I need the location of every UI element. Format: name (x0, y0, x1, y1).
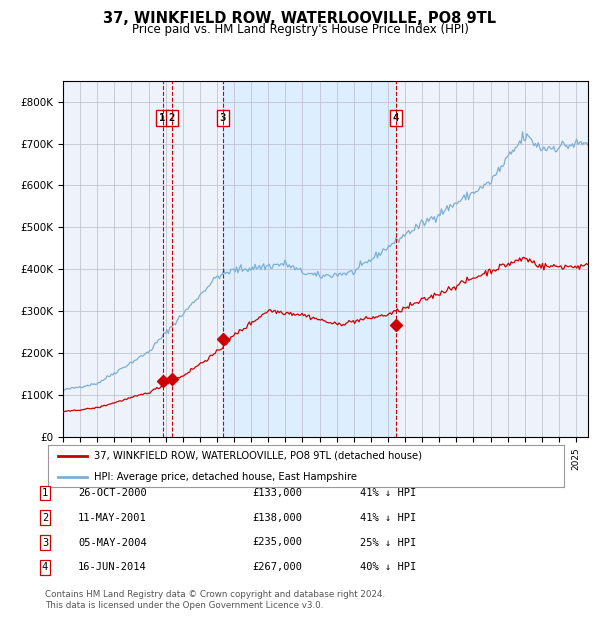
Text: 40% ↓ HPI: 40% ↓ HPI (360, 562, 416, 572)
Text: 41% ↓ HPI: 41% ↓ HPI (360, 488, 416, 498)
Text: 41% ↓ HPI: 41% ↓ HPI (360, 513, 416, 523)
Text: Price paid vs. HM Land Registry's House Price Index (HPI): Price paid vs. HM Land Registry's House … (131, 23, 469, 36)
Text: 25% ↓ HPI: 25% ↓ HPI (360, 538, 416, 547)
Text: 16-JUN-2014: 16-JUN-2014 (78, 562, 147, 572)
Text: 37, WINKFIELD ROW, WATERLOOVILLE, PO8 9TL: 37, WINKFIELD ROW, WATERLOOVILLE, PO8 9T… (103, 11, 497, 26)
Text: 2: 2 (42, 513, 48, 523)
Text: £133,000: £133,000 (252, 488, 302, 498)
Text: 4: 4 (42, 562, 48, 572)
Text: 05-MAY-2004: 05-MAY-2004 (78, 538, 147, 547)
Text: This data is licensed under the Open Government Licence v3.0.: This data is licensed under the Open Gov… (45, 601, 323, 611)
Text: 4: 4 (392, 113, 399, 123)
Text: 1: 1 (160, 113, 166, 123)
Text: Contains HM Land Registry data © Crown copyright and database right 2024.: Contains HM Land Registry data © Crown c… (45, 590, 385, 600)
Text: 26-OCT-2000: 26-OCT-2000 (78, 488, 147, 498)
Text: £235,000: £235,000 (252, 538, 302, 547)
Text: 2: 2 (169, 113, 175, 123)
Text: £267,000: £267,000 (252, 562, 302, 572)
Bar (223, 81, 396, 437)
Text: 3: 3 (220, 113, 226, 123)
Text: 37, WINKFIELD ROW, WATERLOOVILLE, PO8 9TL (detached house): 37, WINKFIELD ROW, WATERLOOVILLE, PO8 9T… (94, 451, 422, 461)
Text: 1: 1 (42, 488, 48, 498)
Text: 3: 3 (42, 538, 48, 547)
Text: £138,000: £138,000 (252, 513, 302, 523)
Text: 11-MAY-2001: 11-MAY-2001 (78, 513, 147, 523)
Text: HPI: Average price, detached house, East Hampshire: HPI: Average price, detached house, East… (94, 472, 358, 482)
